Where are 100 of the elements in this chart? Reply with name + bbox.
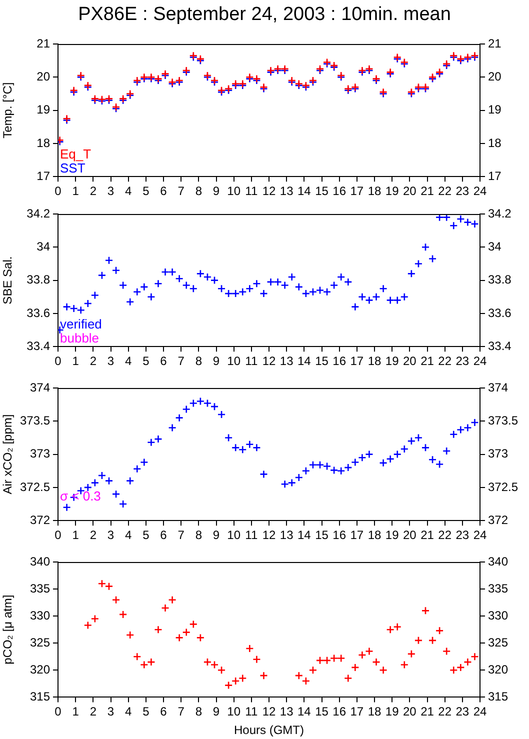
- point: [203, 272, 212, 282]
- point: [196, 634, 205, 642]
- point: [154, 279, 162, 288]
- x-tick-label: 5: [142, 704, 150, 719]
- y-tick-label: 34: [36, 239, 50, 254]
- point: [407, 650, 416, 658]
- point: [203, 658, 212, 666]
- point: [147, 658, 156, 666]
- point: [175, 414, 184, 422]
- point: [168, 424, 176, 432]
- y-tick-label: 21: [36, 36, 50, 50]
- x-tick-label: 10: [227, 354, 241, 368]
- x-tick-label: 9: [212, 528, 220, 542]
- point: [246, 644, 254, 653]
- point: [266, 278, 275, 286]
- point: [224, 681, 233, 690]
- point: [407, 436, 416, 446]
- x-tick-label: 22: [438, 184, 452, 198]
- x-tick-label: 7: [178, 704, 185, 719]
- x-tick-label: 17: [350, 704, 364, 719]
- x-tick-label: 3: [107, 704, 114, 719]
- y-axis-title: pCO₂ [μ atm]: [0, 594, 15, 664]
- point: [308, 288, 318, 296]
- y2-tick-label: 373.5: [488, 413, 518, 428]
- x-tick-label: 6: [160, 528, 168, 542]
- chart-title: PX86E : September 24, 2003 : 10min. mean: [77, 4, 452, 26]
- x-tick-label: 14: [297, 354, 312, 368]
- x-tick-label: 24: [473, 528, 487, 542]
- series-label: verified: [60, 316, 102, 332]
- point: [322, 288, 332, 296]
- point: [154, 625, 162, 634]
- x-tick-label: 10: [227, 704, 241, 719]
- point: [90, 478, 100, 487]
- y-tick-label: 33.8: [26, 272, 50, 287]
- x-tick-label: 24: [473, 704, 487, 719]
- x-tick-label: 9: [212, 704, 220, 719]
- x-tick-label: 20: [402, 354, 417, 368]
- point: [126, 476, 134, 485]
- point: [372, 292, 380, 302]
- point: [210, 276, 219, 284]
- point: [393, 622, 402, 632]
- x-tick-label: 13: [280, 184, 294, 198]
- y-tick-label: 374: [30, 380, 50, 394]
- point: [316, 286, 324, 294]
- y2-tick-label: 325: [488, 635, 508, 650]
- x-tick-label: 15: [315, 184, 329, 198]
- point: [246, 440, 254, 449]
- point: [435, 214, 444, 222]
- x-tick-label: 8: [195, 354, 202, 368]
- point: [386, 625, 394, 634]
- x-tick-label: 13: [280, 528, 294, 542]
- point: [428, 636, 437, 645]
- x-tick-label: 15: [315, 528, 329, 542]
- point: [238, 446, 247, 454]
- point: [435, 460, 444, 468]
- y2-tick-label: 19: [488, 102, 502, 117]
- x-tick-label: 19: [385, 354, 400, 368]
- y-tick-label: 33.4: [26, 338, 50, 353]
- x-tick-label: 11: [245, 354, 258, 368]
- point: [464, 658, 472, 666]
- point: [365, 296, 374, 304]
- point: [189, 399, 198, 408]
- x-tick-label: 20: [402, 528, 417, 542]
- point: [161, 604, 170, 612]
- y2-tick-label: 340: [488, 554, 508, 568]
- x-tick-label: 0: [54, 354, 62, 368]
- x-tick-label: 13: [280, 354, 294, 368]
- y2-tick-label: 21: [488, 36, 502, 50]
- x-tick-label: 23: [456, 184, 470, 198]
- point: [414, 434, 423, 442]
- point: [260, 470, 268, 478]
- point: [238, 674, 247, 682]
- x-tick-label: 16: [332, 528, 346, 542]
- point: [224, 289, 233, 298]
- point: [330, 654, 338, 662]
- x-tick-label: 18: [368, 528, 382, 542]
- x-tick-label: 23: [456, 354, 470, 368]
- x-tick-label: 15: [315, 704, 329, 719]
- point: [442, 647, 451, 656]
- point: [62, 302, 71, 311]
- point: [168, 596, 176, 604]
- x-tick-label: 6: [160, 184, 168, 198]
- x-tick-label: 6: [160, 704, 168, 719]
- x-tick-label: 1: [72, 528, 80, 542]
- x-tick-label: 12: [262, 528, 276, 542]
- series-label: SST: [60, 160, 86, 176]
- point: [182, 405, 191, 414]
- x-tick-label: 19: [385, 528, 400, 542]
- y2-tick-label: 33.6: [488, 306, 512, 320]
- point: [260, 289, 268, 298]
- y2-tick-label: 17: [488, 168, 502, 183]
- annotation: bubble: [60, 330, 100, 346]
- x-tick-label: 10: [227, 184, 241, 198]
- point: [449, 221, 458, 230]
- y2-tick-label: 34.2: [488, 206, 512, 220]
- x-tick-label: 21: [420, 704, 434, 719]
- x-tick-label: 7: [178, 184, 185, 198]
- x-tick-label: 8: [195, 704, 202, 719]
- x-tick-label: 14: [297, 704, 312, 719]
- x-tick-label: 3: [107, 354, 114, 368]
